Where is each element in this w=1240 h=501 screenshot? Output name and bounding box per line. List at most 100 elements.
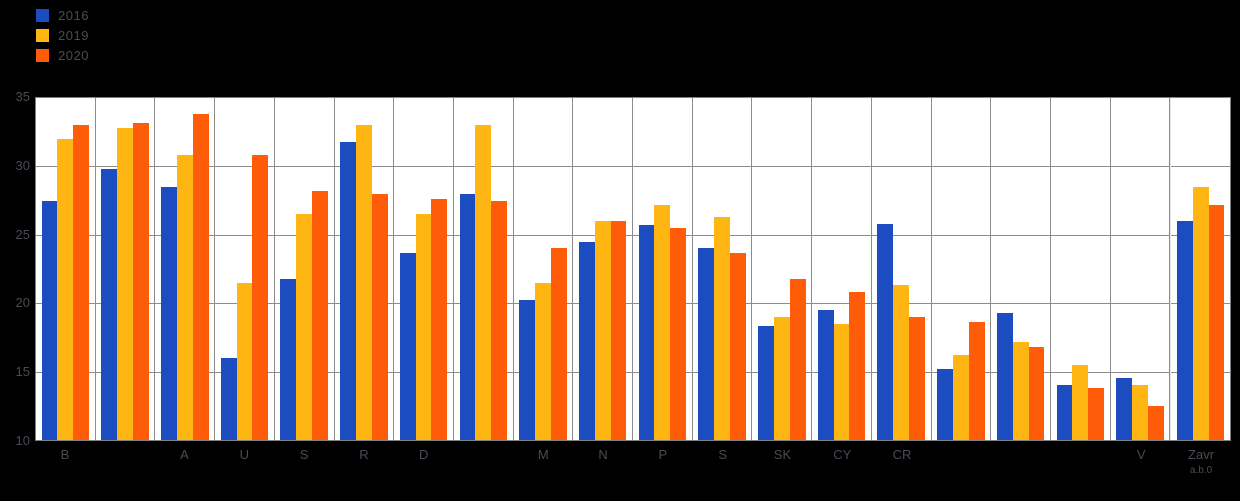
x-axis-label-text: SK [773,447,792,462]
bar-2020 [132,122,149,440]
bar-2016 [41,200,58,440]
bar-2016 [698,248,715,440]
bar-group [36,98,96,440]
x-axis-label: V [1111,447,1171,476]
x-axis-label-text: A [180,447,189,462]
legend-item: 2019 [36,25,89,45]
x-axis-label: R [334,447,394,476]
bar-2020 [968,322,985,440]
bar-2019 [1072,364,1089,440]
bar-group [1170,98,1230,440]
x-axis-label: A [155,447,215,476]
x-axis-label-subline: a.b.0 [1189,465,1213,476]
bar-2019 [952,355,969,440]
bar-group [752,98,813,440]
bar-2016 [758,326,774,440]
bar-2019 [415,214,432,440]
y-axis-label: 25 [15,226,30,242]
x-axis-label-text: R [359,447,369,462]
bar-group [573,98,634,440]
bar-2020 [909,316,925,440]
x-axis-label-text: P [658,447,668,462]
x-axis-label [454,447,514,476]
bar-group [872,98,932,440]
x-axis-label: S [693,447,753,476]
x-axis-label-text: S [718,447,727,462]
plot-area [35,97,1231,441]
bar-group [514,98,574,440]
bar-group [215,98,275,440]
bar-group [1051,98,1111,440]
bar-2016 [519,300,536,440]
x-axis-label-text: CR [892,447,912,462]
bar-2020 [789,278,806,440]
x-axis-label: M [513,447,573,476]
legend-label: 2016 [58,7,89,23]
x-axis-label-text: S [299,447,309,462]
bar-2019 [1012,341,1029,440]
x-axis-label: D [394,447,454,476]
y-axis-label: 10 [15,433,30,448]
bar-group [932,98,992,440]
bar-2016 [1176,221,1193,440]
bar-2019 [57,139,74,440]
bar-2020 [1208,204,1225,440]
legend-label: 2020 [58,47,89,63]
bar-2016 [638,225,655,440]
bar-2020 [730,252,746,440]
x-axis-label [95,447,155,476]
bar-2016 [877,223,894,440]
bar-group [155,98,216,440]
x-axis-label [1052,447,1112,476]
bar-2019 [535,282,551,440]
bar-group [335,98,395,440]
bar-2016 [1056,385,1073,440]
legend-item: 2020 [36,45,89,65]
bar-2019 [296,214,313,440]
bar-2020 [312,191,328,440]
y-axis-label: 35 [15,89,30,104]
y-axis-label: 20 [15,295,30,311]
bar-2016 [399,252,416,440]
bar-2020 [252,155,269,440]
bar-2016 [996,312,1013,440]
bar-2016 [817,310,834,440]
x-axis-label: Zavr a.b.0 [1171,447,1231,476]
bar-2016 [220,357,237,440]
bar-2019 [833,323,850,440]
bar-2020 [670,227,687,440]
x-axis-label [992,447,1052,476]
y-axis-label: 15 [15,364,30,380]
bar-2016 [340,141,356,440]
bar-2020 [849,292,866,440]
y-axis-label: 30 [15,157,30,173]
bar-2020 [1028,346,1045,440]
x-axis-label: CR [872,447,932,476]
bar-2020 [491,200,508,440]
bar-2016 [578,241,595,440]
bar-group [1111,98,1171,440]
x-axis-label: S [274,447,334,476]
bar-group [693,98,753,440]
x-axis-label: SK [753,447,813,476]
bar-group [275,98,335,440]
bar-2016 [101,169,118,440]
bar-2016 [160,186,177,440]
bar-2019 [714,217,730,440]
bar-2020 [431,199,448,440]
legend-swatch [36,8,49,22]
bar-2019 [773,316,790,440]
bar-2019 [117,128,133,440]
bar-2016 [937,368,953,440]
bar-2020 [192,114,209,440]
x-axis-label-text: N [598,447,608,462]
bar-2020 [610,221,627,440]
x-axis-label-text: M [537,447,549,462]
bar-group [633,98,693,440]
legend-swatch [36,28,49,42]
bar-2016 [1116,378,1133,440]
legend-swatch [36,48,49,62]
bar-2016 [459,193,476,440]
x-axis-label: N [573,447,633,476]
bar-2020 [1088,388,1105,440]
